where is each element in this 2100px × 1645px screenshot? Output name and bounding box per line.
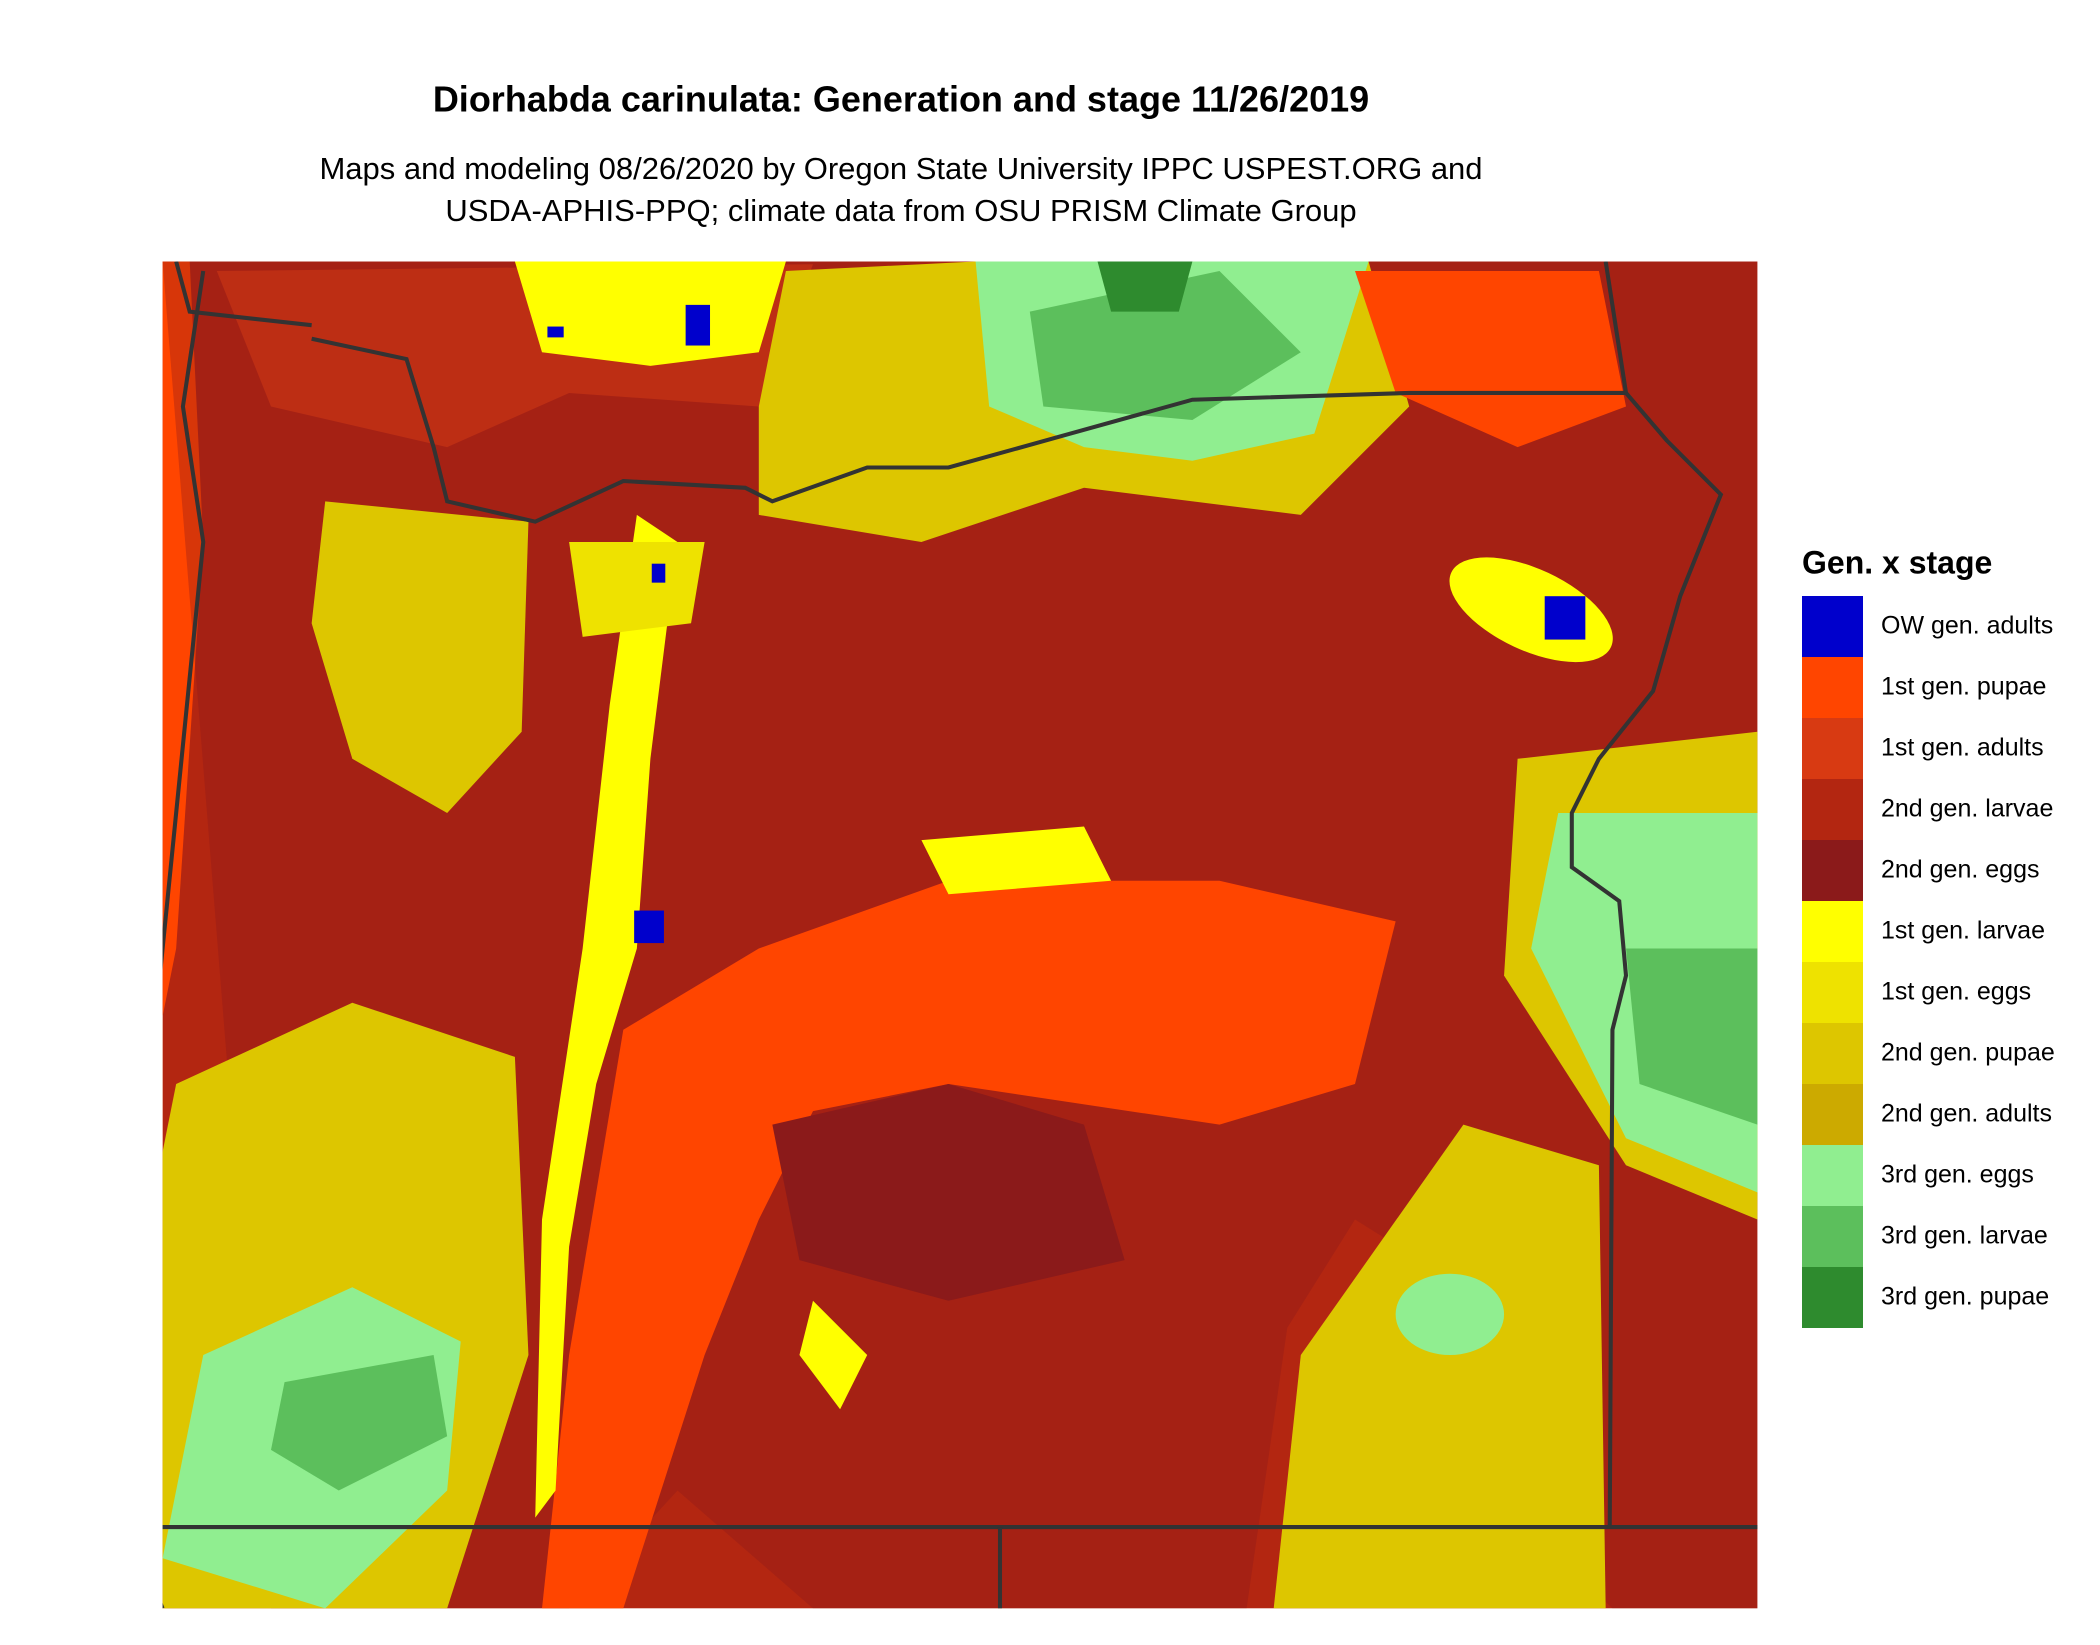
legend-swatch [1802,596,1863,657]
legend-label: 1st gen. adults [1881,734,2044,762]
legend-swatch [1802,962,1863,1023]
legend-swatch [1802,1084,1863,1145]
legend-swatch [1802,1206,1863,1267]
legend-label: 3rd gen. pupae [1881,1283,2049,1311]
legend-label: 3rd gen. eggs [1881,1161,2034,1189]
legend-swatch [1802,1023,1863,1084]
legend-swatch [1802,840,1863,901]
legend-label: 1st gen. pupae [1881,673,2046,701]
legend-label: 1st gen. larvae [1881,917,2045,945]
legend-label: 2nd gen. larvae [1881,795,2053,823]
legend-swatch [1802,779,1863,840]
map-title: Diorhabda carinulata: Generation and sta… [433,79,1369,120]
legend-label: 2nd gen. pupae [1881,1039,2055,1067]
legend-swatch [1802,718,1863,779]
legend-swatch [1802,657,1863,718]
legend-label: 2nd gen. eggs [1881,856,2039,884]
legend-title: Gen. x stage [1802,544,1992,580]
legend-label: 2nd gen. adults [1881,1100,2052,1128]
map-subtitle: Maps and modeling 08/26/2020 by Oregon S… [319,151,1482,186]
legend-swatch [1802,1267,1863,1328]
legend-label: 3rd gen. larvae [1881,1222,2048,1250]
legend-label: OW gen. adults [1881,612,2053,640]
legend-swatch [1802,1145,1863,1206]
map-raster [162,261,1758,1609]
legend-label: 1st gen. eggs [1881,978,2031,1006]
legend: OW gen. adults 1st gen. pupae 1st gen. adu… [1802,596,2055,1328]
map-subtitle: USDA-APHIS-PPQ; climate data from OSU PR… [445,193,1356,228]
legend-swatch [1802,901,1863,962]
